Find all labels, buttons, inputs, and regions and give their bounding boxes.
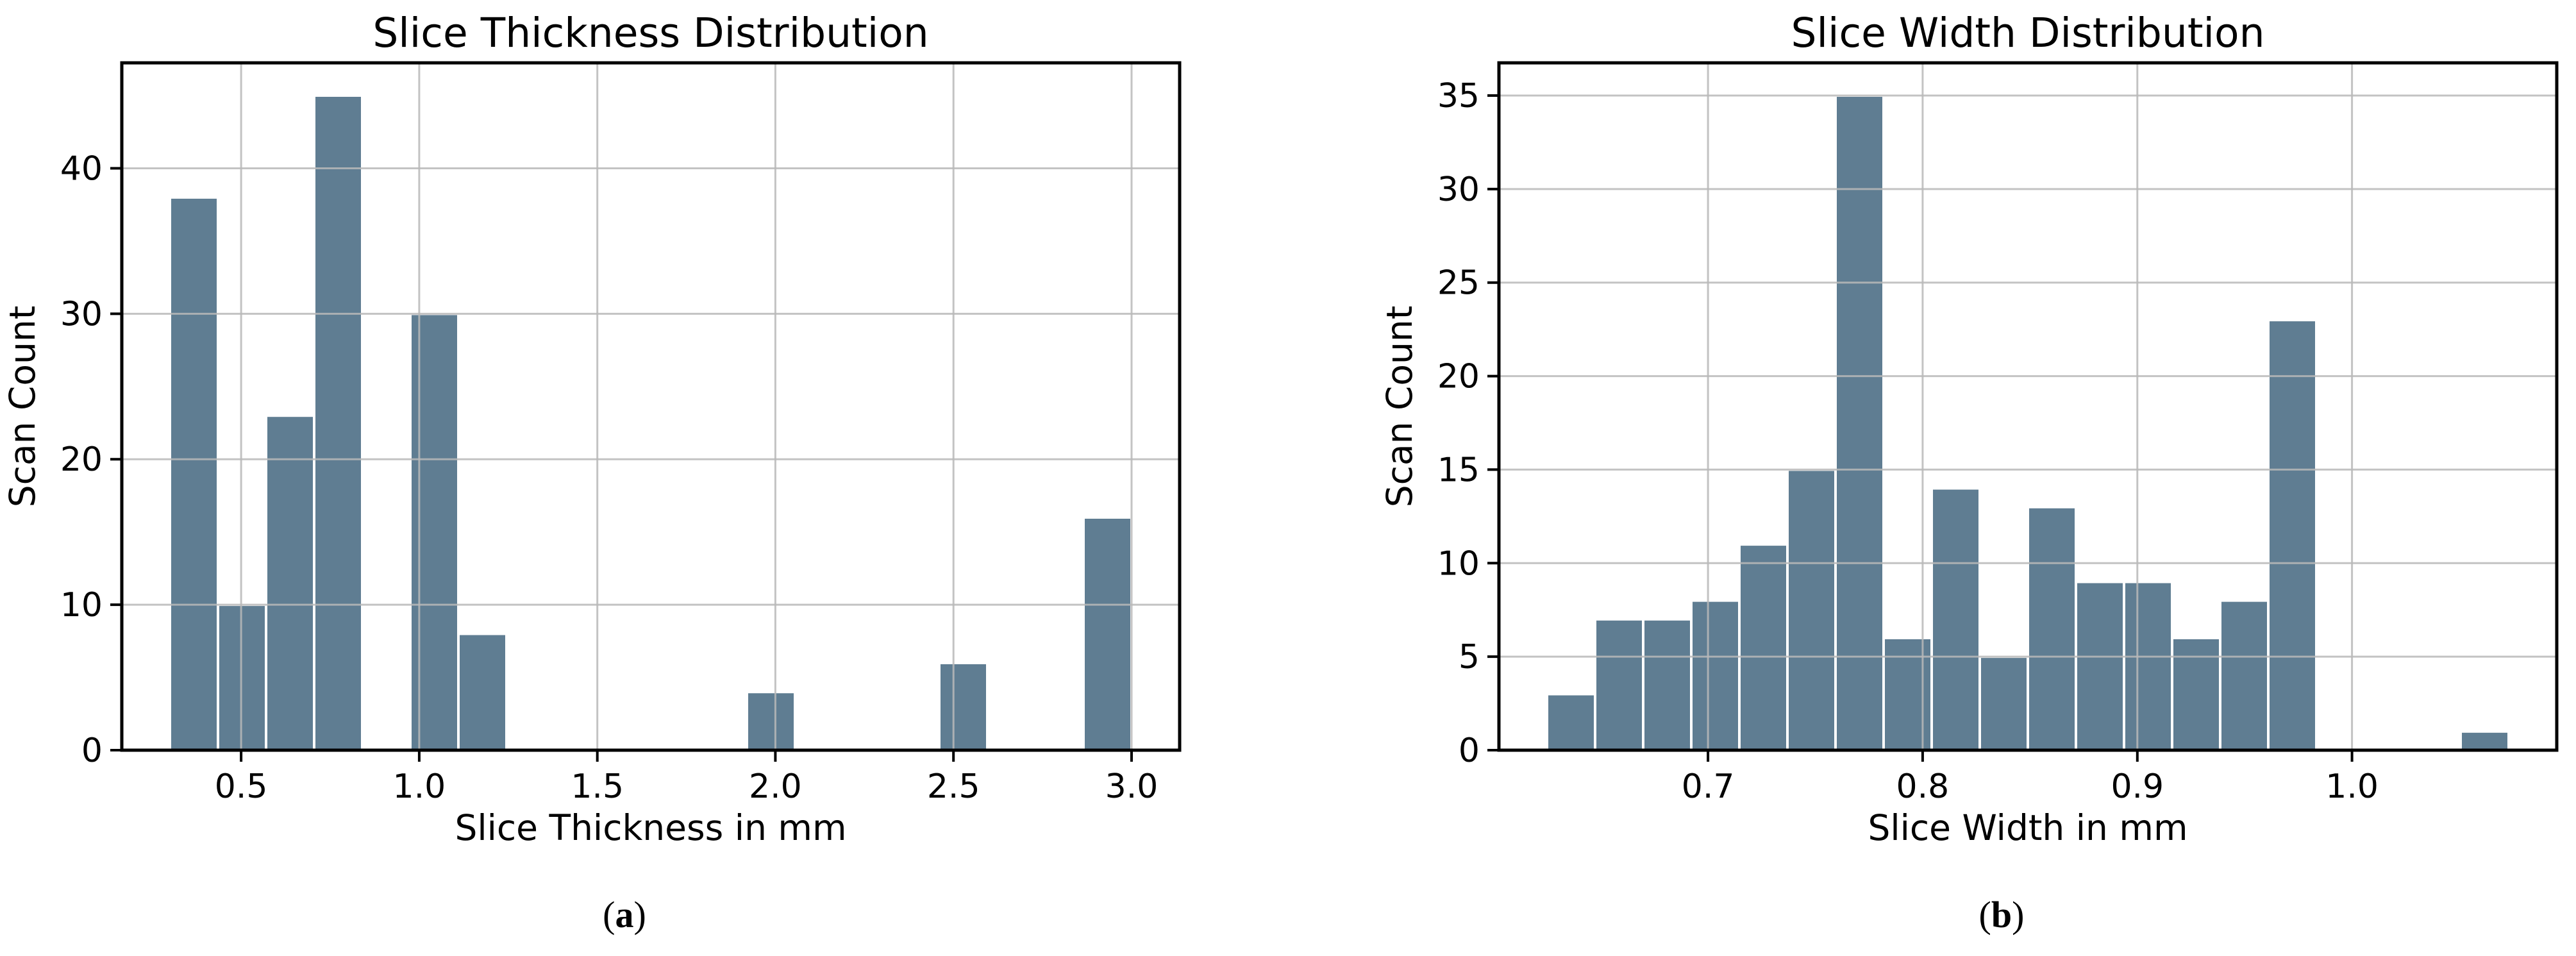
- histogram-bar: [265, 414, 315, 751]
- histogram-bar: [1738, 543, 1789, 751]
- x-tick-label: 3.0: [1105, 767, 1158, 806]
- histogram-bar: [2219, 599, 2270, 751]
- x-axis-label: Slice Width in mm: [1868, 807, 2187, 848]
- y-tick-label: 0: [81, 732, 103, 770]
- caption-b-open-paren: (: [1978, 894, 1991, 935]
- y-axis-label: Scan Count: [2, 306, 43, 508]
- subfigure-caption-b: (b): [1979, 894, 2025, 935]
- histogram-bar: [457, 632, 508, 751]
- slice-thickness-histogram: 0.5 1.0 1.5 2.0 2.5 3.0 0 10 20 30 40 Slice Thickne…: [2, 10, 1182, 848]
- caption-a-open-paren: (: [603, 894, 615, 935]
- y-tick-label: 0: [1459, 732, 1480, 770]
- y-tick-label: 35: [1437, 77, 1480, 115]
- histogram-bar: [1642, 617, 1693, 751]
- histogram-bar: [2027, 505, 2077, 751]
- y-tick-label: 20: [60, 440, 103, 479]
- x-tick-label: 1.5: [571, 767, 624, 806]
- y-tick-label: 25: [1437, 264, 1480, 303]
- x-tick-label: 0.5: [215, 767, 268, 806]
- chart-title: Slice Width Distribution: [1791, 10, 2264, 56]
- histogram-bar: [1834, 94, 1885, 751]
- histogram-bar: [746, 691, 796, 751]
- y-tick-label: 30: [1437, 171, 1480, 209]
- caption-a-close-paren: ): [633, 894, 646, 935]
- caption-b-close-paren: ): [2012, 894, 2025, 935]
- y-tick-label: 15: [1437, 451, 1480, 489]
- y-tick-label: 30: [60, 295, 103, 333]
- x-tick-label: 0.9: [2111, 767, 2164, 806]
- histogram-bar: [2267, 319, 2318, 752]
- y-tick-label: 20: [1437, 358, 1480, 396]
- subfigure-caption-a: (a): [603, 894, 646, 935]
- histogram-bar: [169, 196, 219, 751]
- x-tick-label: 0.7: [1682, 767, 1735, 806]
- histogram-bar: [1930, 487, 1981, 751]
- histogram-bar: [2075, 580, 2125, 751]
- x-tick-label: 2.5: [927, 767, 980, 806]
- histogram-bar: [2171, 637, 2221, 751]
- plot-frame: [1497, 61, 2559, 752]
- y-tick-label: 10: [1437, 544, 1480, 583]
- histogram-bar: [2459, 730, 2510, 752]
- y-tick-label: 40: [60, 150, 103, 189]
- x-tick-label: 1.0: [393, 767, 446, 806]
- y-axis-label: Scan Count: [1379, 306, 1420, 508]
- histogram-bar: [1786, 468, 1837, 752]
- chart-title: Slice Thickness Distribution: [372, 10, 928, 56]
- x-axis-label: Slice Thickness in mm: [455, 807, 846, 848]
- slice-width-histogram: 0.7 0.8 0.9 1.0 0 5 10 15 20 25 30 35 Slice Width Di…: [1379, 10, 2559, 848]
- caption-b-letter: b: [1991, 894, 2012, 935]
- x-tick-label: 0.8: [1896, 767, 1950, 806]
- histogram-bar: [313, 94, 364, 751]
- histogram-bar: [1594, 617, 1644, 751]
- plot-frame: [120, 61, 1182, 752]
- histogram-bar: [1082, 516, 1133, 751]
- x-tick-label: 1.0: [2325, 767, 2379, 806]
- histogram-bar: [1690, 599, 1741, 751]
- histogram-bar: [1882, 637, 1933, 751]
- histogram-bar: [409, 312, 460, 751]
- histogram-bar: [1546, 692, 1596, 751]
- y-tick-label: 10: [60, 586, 103, 625]
- caption-a-letter: a: [615, 894, 634, 935]
- y-tick-label: 5: [1459, 638, 1480, 676]
- histogram-bar: [938, 661, 989, 752]
- histogram-bar: [1978, 655, 2029, 751]
- histogram-bar: [2123, 580, 2173, 751]
- x-tick-label: 2.0: [749, 767, 802, 806]
